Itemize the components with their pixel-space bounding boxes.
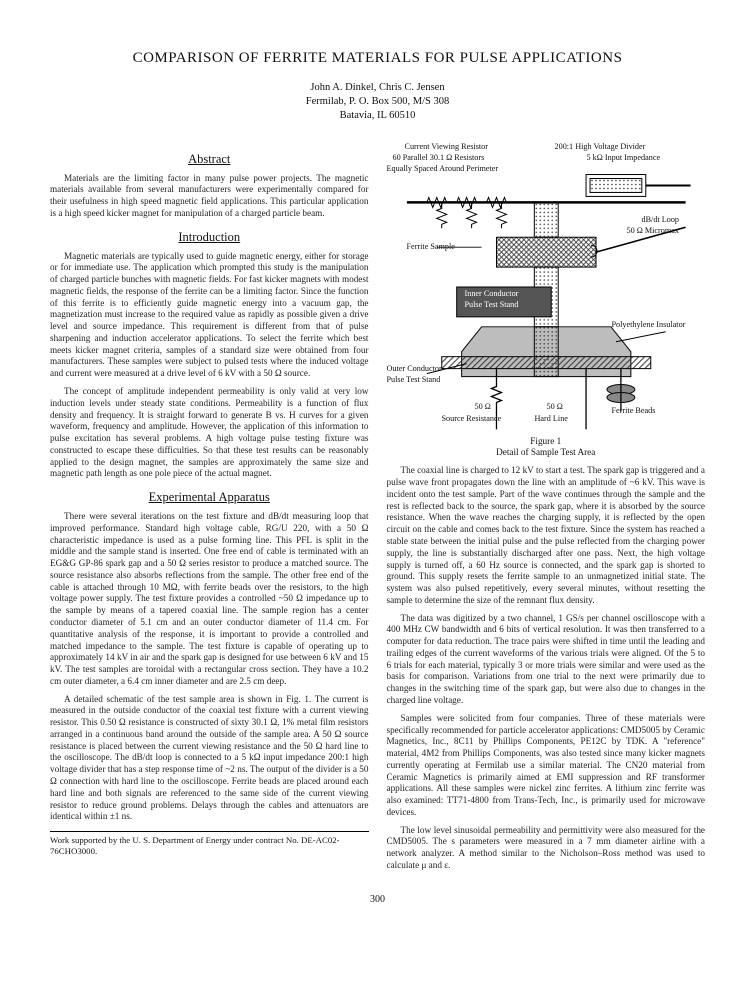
figure-1-caption: Figure 1 Detail of Sample Test Area xyxy=(387,436,706,460)
right-column: Current Viewing Resistor 60 Parallel 30.… xyxy=(387,142,706,878)
figure-caption: Detail of Sample Test Area xyxy=(496,447,595,457)
figure-number: Figure 1 xyxy=(530,436,561,446)
right-p1: The coaxial line is charged to 12 kV to … xyxy=(387,465,706,606)
fig-label-cvr: Current Viewing Resistor xyxy=(405,142,489,151)
exp-p1: There were several iterations on the tes… xyxy=(50,511,369,687)
intro-heading: Introduction xyxy=(50,230,369,245)
right-p3: Samples were solicited from four compani… xyxy=(387,713,706,819)
fig-label-srcres: Source Resistance xyxy=(442,414,502,423)
authors-city: Batavia, IL 60510 xyxy=(50,109,705,123)
right-p4: The low level sinusoidal permeability an… xyxy=(387,825,706,872)
fig-label-equally: Equally Spaced Around Perimeter xyxy=(387,164,499,173)
left-column: Abstract Materials are the limiting fact… xyxy=(50,142,369,878)
fig-label-ferrite-sample: Ferrite Sample xyxy=(407,242,455,251)
author-block: John A. Dinkel, Chris C. Jensen Fermilab… xyxy=(50,81,705,124)
fig-label-poly: Polyethylene Insulator xyxy=(612,320,686,329)
figure-1-svg xyxy=(387,142,706,432)
fig-label-inner-cond: Inner Conductor xyxy=(465,289,519,298)
fig-label-parallel: 60 Parallel 30.1 Ω Resistors xyxy=(393,153,485,162)
paper-title: COMPARISON OF FERRITE MATERIALS FOR PULS… xyxy=(50,50,705,67)
fig-label-hl50: 50 Ω xyxy=(547,402,563,411)
intro-p2: The concept of amplitude independent per… xyxy=(50,386,369,480)
exp-p2: A detailed schematic of the test sample … xyxy=(50,694,369,823)
exp-app-heading: Experimental Apparatus xyxy=(50,490,369,505)
footnote: Work supported by the U. S. Department o… xyxy=(50,831,369,857)
page-number: 300 xyxy=(50,894,705,905)
fig-label-src50: 50 Ω xyxy=(475,402,491,411)
authors-names: John A. Dinkel, Chris C. Jensen xyxy=(50,81,705,95)
fig-label-pts: Pulse Test Stand xyxy=(465,300,519,309)
abstract-heading: Abstract xyxy=(50,152,369,167)
fig-label-beads: Ferrite Beads xyxy=(612,406,656,415)
intro-p1: Magnetic materials are typically used to… xyxy=(50,251,369,380)
right-p2: The data was digitized by a two channel,… xyxy=(387,613,706,707)
page: COMPARISON OF FERRITE MATERIALS FOR PULS… xyxy=(0,0,755,925)
figure-1: Current Viewing Resistor 60 Parallel 30.… xyxy=(387,142,706,432)
fig-label-dbdt: dB/dt Loop xyxy=(642,215,680,224)
authors-affil: Fermilab, P. O. Box 500, M/S 308 xyxy=(50,95,705,109)
fig-label-hardline: Hard Line xyxy=(535,414,568,423)
fig-label-micromax: 50 Ω Micromax xyxy=(627,226,679,235)
fig-label-inputimp: 5 kΩ Input Impedance xyxy=(587,153,661,162)
fig-label-outer-cond: Outer Conductor xyxy=(387,364,442,373)
fig-label-hvdiv: 200:1 High Voltage Divider xyxy=(555,142,646,151)
two-column-layout: Abstract Materials are the limiting fact… xyxy=(50,142,705,878)
abstract-text: Materials are the limiting factor in man… xyxy=(50,173,369,220)
fig-label-pts2: Pulse Test Stand xyxy=(387,375,441,384)
